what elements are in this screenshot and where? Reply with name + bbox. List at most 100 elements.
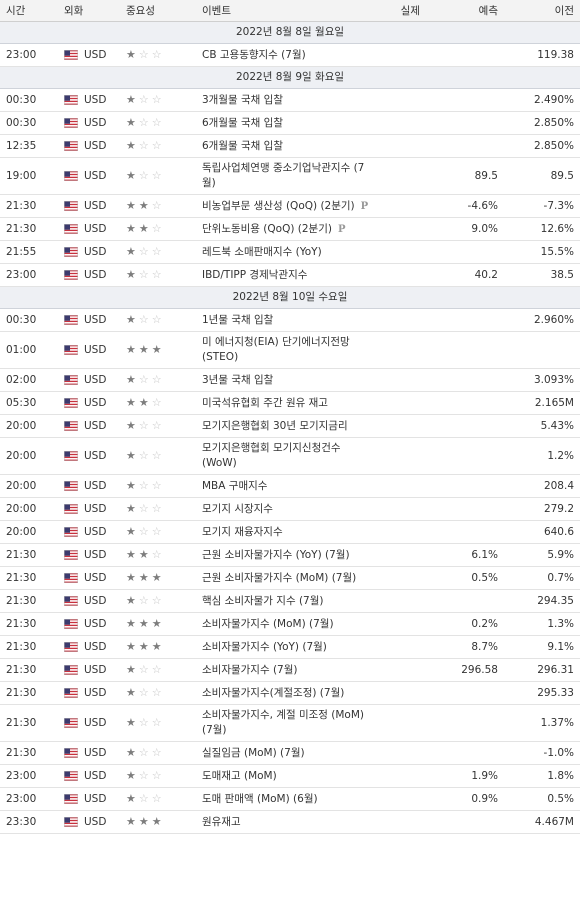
star: ☆ [138, 419, 149, 432]
importance-stars: ★ ★ ☆ [126, 222, 165, 235]
actual-empty [381, 391, 426, 415]
event-row: 01:00 USD ★ ★ ★ 미 에너지청(EIA) 단기에너지전망(STEO) [0, 331, 580, 369]
forecast-empty [426, 704, 504, 742]
currency: USD [84, 343, 107, 356]
event-row: 23:00 USD ★ ☆ ☆ 도매재고 (MoM) 1.9% 1.8% [0, 764, 580, 788]
us-flag [64, 480, 78, 491]
currency: USD [84, 571, 107, 584]
us-flag [64, 526, 78, 537]
event-name: 3년물 국채 입찰 [202, 373, 274, 386]
date-label: 2022년 8월 10일 수요일 [0, 286, 580, 309]
star: ★ [126, 313, 136, 326]
star: ★ [138, 617, 149, 630]
event-name: 소비자물가지수 (7월) [202, 663, 298, 676]
event-name: 소비자물가지수, 계절 미조정 (MoM) (7월) [202, 709, 365, 736]
forecast: 6.1% [426, 543, 504, 567]
star: ★ [126, 594, 136, 607]
star: ☆ [151, 663, 162, 676]
star: ★ [126, 396, 136, 409]
importance-cell: ★ ★ ☆ [120, 217, 196, 241]
us-flag [64, 770, 78, 781]
forecast-empty [426, 308, 504, 332]
importance-cell: ★ ☆ ☆ [120, 43, 196, 67]
forecast-empty [426, 331, 504, 369]
importance-cell: ★ ☆ ☆ [120, 240, 196, 264]
event-cell: 모기지은행협회 모기지신청건수 (WoW) [196, 437, 381, 475]
star: ☆ [138, 169, 149, 182]
currency-cell: USD [58, 240, 120, 264]
date-row: 2022년 8월 9일 화요일 [0, 66, 580, 89]
currency-cell: USD [58, 391, 120, 415]
currency-cell: USD [58, 474, 120, 498]
star: ★ [126, 373, 136, 386]
importance-cell: ★ ☆ ☆ [120, 497, 196, 521]
forecast: 1.9% [426, 764, 504, 788]
star: ★ [126, 222, 136, 235]
event-row: 21:30 USD ★ ☆ ☆ 핵심 소비자물가 지수 (7월) 294.35 [0, 589, 580, 613]
event-row: 19:00 USD ★ ☆ ☆ 독립사업체연맹 중소기업낙관지수 (7월) 89.5 89.5 [0, 157, 580, 195]
us-flag [64, 397, 78, 408]
date-row: 2022년 8월 8일 월요일 [0, 21, 580, 44]
us-flag [64, 641, 78, 652]
event-cell: 3년물 국채 입찰 [196, 368, 381, 392]
previous: 2.490% [504, 88, 580, 112]
actual-empty [381, 543, 426, 567]
star: ★ [126, 139, 136, 152]
time: 23:00 [0, 43, 58, 67]
column-header: 이전 [504, 0, 580, 22]
time: 20:00 [0, 437, 58, 475]
time: 21:30 [0, 658, 58, 682]
event-name: 단위노동비용 (QoQ) (2분기) [202, 222, 332, 235]
star: ★ [126, 571, 136, 584]
currency-cell: USD [58, 414, 120, 438]
importance-stars: ★ ☆ ☆ [126, 313, 165, 326]
star: ★ [151, 571, 162, 584]
event-cell: 근원 소비자물가지수 (MoM) (7월) [196, 566, 381, 590]
importance-stars: ★ ☆ ☆ [126, 746, 165, 759]
importance-stars: ★ ☆ ☆ [126, 686, 165, 699]
star: ★ [126, 716, 136, 729]
star: ★ [138, 548, 149, 561]
time: 20:00 [0, 414, 58, 438]
star: ★ [126, 343, 136, 356]
event-cell: 도매재고 (MoM) [196, 764, 381, 788]
event-name: 미국석유협회 주간 원유 재고 [202, 396, 328, 409]
time: 23:30 [0, 810, 58, 834]
forecast: 40.2 [426, 263, 504, 287]
star: ★ [126, 245, 136, 258]
star: ☆ [151, 245, 162, 258]
importance-stars: ★ ★ ★ [126, 617, 165, 630]
importance-cell: ★ ★ ★ [120, 331, 196, 369]
forecast: 296.58 [426, 658, 504, 682]
time: 23:00 [0, 263, 58, 287]
star: ☆ [151, 396, 162, 409]
star: ☆ [151, 769, 162, 782]
event-row: 21:30 USD ★ ★ ☆ 비농업부문 생산성 (QoQ) (2분기) P -4.6% -7… [0, 194, 580, 218]
currency: USD [84, 199, 107, 212]
previous: 9.1% [504, 635, 580, 659]
event-cell: 소비자물가지수, 계절 미조정 (MoM) (7월) [196, 704, 381, 742]
event-cell: 소비자물가지수 (7월) [196, 658, 381, 682]
us-flag [64, 223, 78, 234]
forecast-empty [426, 111, 504, 135]
currency-cell: USD [58, 43, 120, 67]
star: ★ [126, 169, 136, 182]
time: 21:30 [0, 612, 58, 636]
column-header: 예측 [426, 0, 504, 22]
star: ★ [138, 396, 149, 409]
star: ☆ [138, 525, 149, 538]
currency-cell: USD [58, 787, 120, 811]
actual-empty [381, 217, 426, 241]
importance-cell: ★ ★ ☆ [120, 543, 196, 567]
currency-cell: USD [58, 263, 120, 287]
time: 23:00 [0, 787, 58, 811]
column-header: 이벤트 [196, 0, 381, 22]
star: ★ [126, 663, 136, 676]
star: ★ [138, 640, 149, 653]
forecast-empty [426, 681, 504, 705]
forecast: 0.9% [426, 787, 504, 811]
star: ☆ [151, 169, 162, 182]
previous: 208.4 [504, 474, 580, 498]
previous: 279.2 [504, 497, 580, 521]
currency-cell: USD [58, 635, 120, 659]
